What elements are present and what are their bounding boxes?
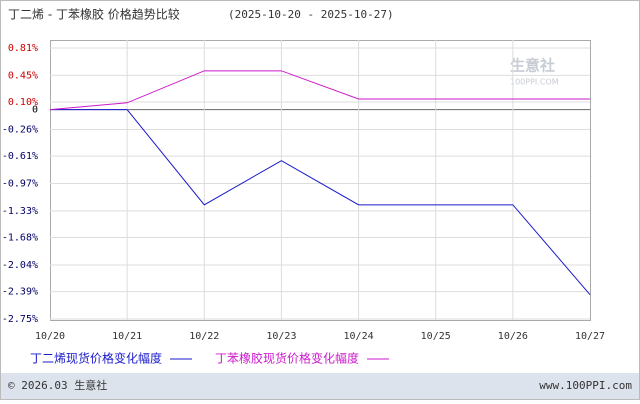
y-tick-label: -0.61% — [2, 151, 38, 162]
footer-right: www.100PPI.com — [539, 379, 632, 392]
series-line — [49, 70, 590, 111]
x-tick-label: 10/27 — [575, 331, 605, 342]
x-tick-label: 10/20 — [35, 331, 65, 342]
y-tick-label: -1.33% — [2, 206, 38, 217]
x-tick-label: 10/25 — [421, 331, 451, 342]
x-tick-label: 10/23 — [266, 331, 296, 342]
y-tick-label: -0.97% — [2, 179, 38, 190]
y-tick-label: -0.26% — [2, 124, 38, 135]
y-tick-label: 0.81% — [8, 43, 38, 54]
y-tick-label: -2.39% — [2, 287, 38, 298]
y-tick-label: -2.04% — [2, 260, 38, 271]
x-tick-label: 10/22 — [189, 331, 219, 342]
x-tick-label: 10/24 — [344, 331, 374, 342]
chart-title: 丁二烯 - 丁苯橡胶 价格趋势比较 — [8, 7, 180, 22]
footer-band — [1, 373, 639, 399]
y-tick-label: -2.75% — [2, 314, 38, 325]
plot-frame — [50, 40, 591, 321]
series-line — [50, 109, 591, 295]
y-tick-label: 0 — [32, 105, 38, 116]
legend-label: 丁二烯现货价格变化幅度 — [30, 351, 162, 366]
x-tick-label: 10/21 — [112, 331, 142, 342]
y-tick-label: 0.10% — [8, 97, 38, 108]
chart-subtitle: (2025-10-20 - 2025-10-27) — [228, 8, 394, 21]
legend-label: 丁苯橡胶现货价格变化幅度 — [215, 351, 359, 366]
y-tick-label: -1.68% — [2, 233, 38, 244]
footer-left: © 2026.03 生意社 — [8, 378, 107, 392]
watermark: 生意社 — [510, 57, 555, 75]
watermark: 100PPI.COM — [510, 78, 559, 87]
y-tick-label: 0.45% — [8, 70, 38, 81]
x-tick-label: 10/26 — [498, 331, 528, 342]
